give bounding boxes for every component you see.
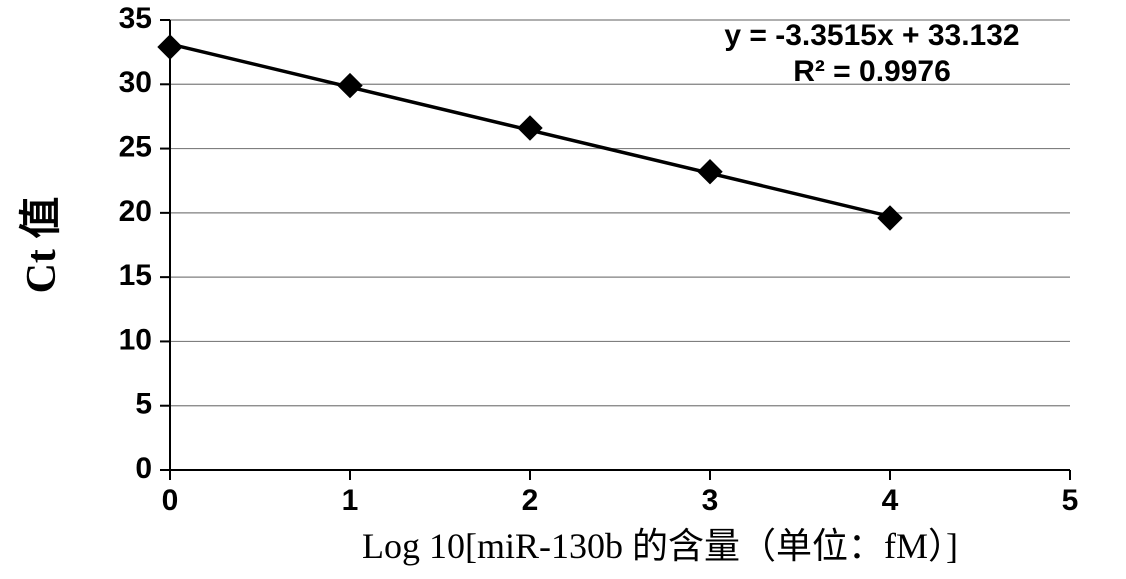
y-tick-label: 35 [119, 2, 152, 35]
x-tick-label: 3 [702, 484, 719, 517]
x-tick-label: 5 [1062, 484, 1079, 517]
y-tick-label: 10 [119, 323, 152, 356]
y-tick-label: 30 [119, 66, 152, 99]
y-tick-label: 15 [119, 259, 152, 292]
y-tick-label: 0 [135, 452, 152, 485]
x-tick-label: 4 [882, 484, 899, 517]
chart-svg: 0 5 10 15 20 25 30 35 0 1 2 3 4 5 y = -3.3515x + 33.13… [0, 0, 1126, 579]
y-tick-label: 5 [135, 388, 152, 421]
ct-vs-log-concentration-chart: 0 5 10 15 20 25 30 35 0 1 2 3 4 5 y = -3.3515x + 33.13… [0, 0, 1126, 579]
x-tick-label: 1 [342, 484, 359, 517]
y-tick-label: 20 [119, 195, 152, 228]
x-tick-label: 2 [522, 484, 539, 517]
x-axis-label: Log 10[miR-130b 的含量（单位：fM）] [362, 526, 958, 566]
x-tick-label: 0 [162, 484, 179, 517]
equation-line2: R² = 0.9976 [793, 55, 951, 88]
y-tick-label: 25 [119, 130, 152, 163]
equation-line1: y = -3.3515x + 33.132 [724, 19, 1019, 52]
y-axis-label: Ct 值 [18, 197, 65, 294]
